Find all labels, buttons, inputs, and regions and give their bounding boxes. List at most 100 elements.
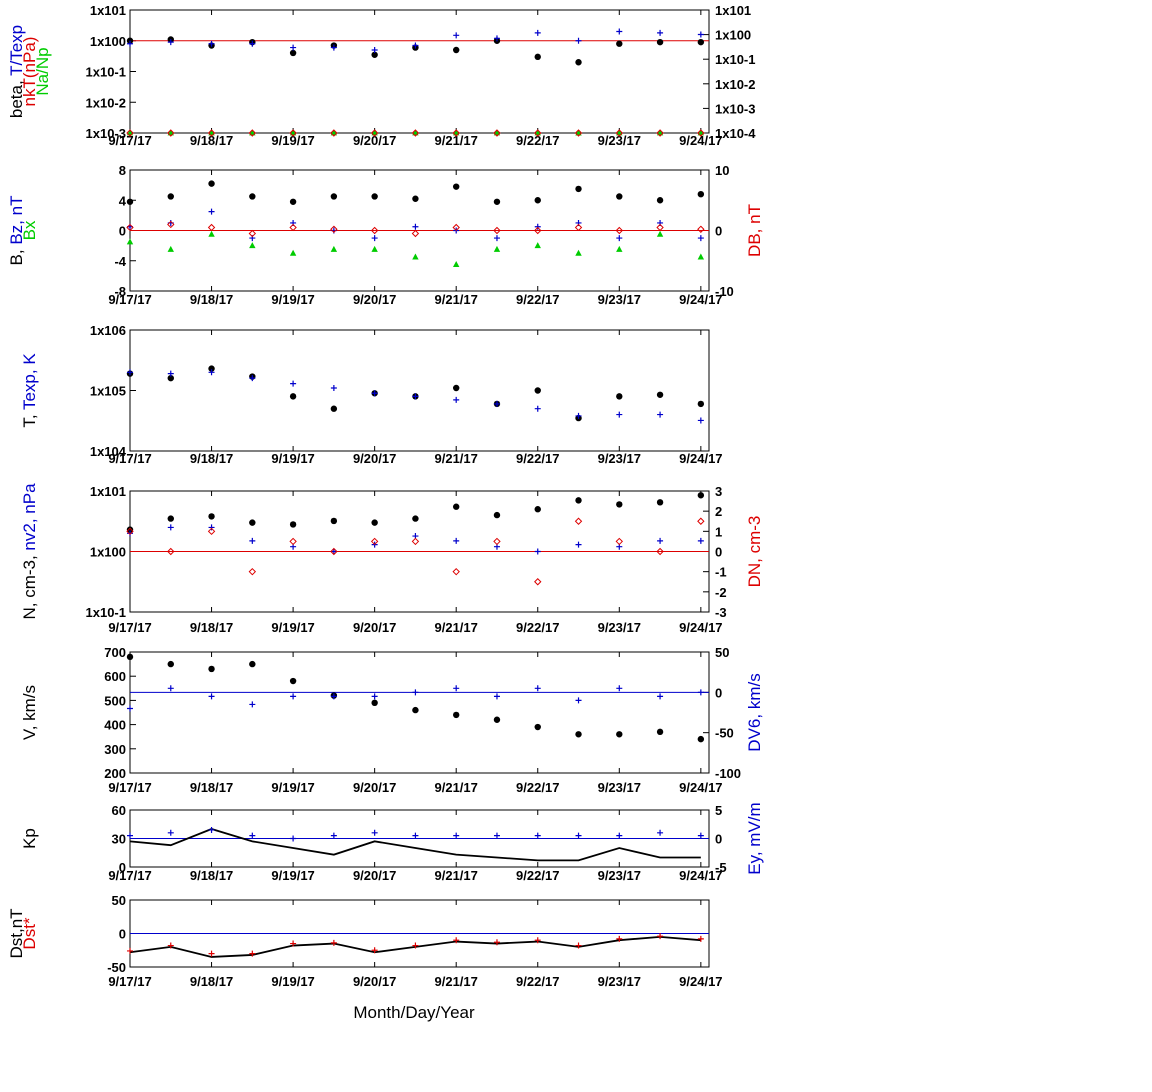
plot-frame — [129, 9, 710, 134]
data-point — [167, 942, 174, 949]
x-tick-label: 9/19/17 — [271, 868, 314, 883]
x-tick-label: 9/17/17 — [108, 868, 151, 883]
y-tick-label: 0 — [119, 224, 126, 239]
data-point — [453, 537, 460, 544]
data-point — [127, 947, 133, 954]
data-point — [127, 530, 133, 537]
x-tick-label: 9/17/17 — [108, 620, 151, 635]
data-point — [412, 706, 419, 714]
data-point — [208, 230, 215, 237]
data-point — [330, 193, 338, 200]
y-axis-label-part: nv2, nPa — [20, 483, 39, 551]
data-point — [534, 223, 541, 230]
data-point — [371, 947, 378, 954]
data-point — [615, 129, 624, 137]
data-point — [616, 731, 623, 738]
data-point — [616, 40, 623, 47]
data-point — [493, 537, 501, 546]
y-tick-label: 0 — [119, 927, 126, 942]
y2-tick-label: 10 — [715, 163, 729, 178]
data-point — [615, 537, 624, 546]
x-tick-label: 9/20/17 — [353, 133, 396, 148]
y-tick-label: 200 — [104, 766, 126, 781]
x-tick-label: 9/23/17 — [598, 868, 641, 883]
data-point — [371, 235, 378, 242]
x-tick-label: 9/19/17 — [271, 292, 314, 307]
y2-tick-label: 1 — [715, 524, 722, 539]
data-point — [453, 685, 460, 692]
y-axis-label: T, Texp, K — [20, 353, 39, 428]
data-point — [249, 242, 256, 249]
x-tick-label: 9/24/17 — [679, 292, 722, 307]
y-tick-label: 600 — [104, 669, 126, 684]
data-point — [249, 950, 256, 957]
data-point — [452, 183, 460, 190]
data-point — [493, 716, 501, 723]
data-point — [289, 49, 297, 57]
y2-tick-label: 1x101 — [715, 3, 751, 18]
data-point — [412, 195, 419, 202]
data-point — [167, 370, 174, 377]
data-point — [208, 524, 215, 531]
x-tick-label: 9/21/17 — [435, 451, 478, 466]
data-point — [412, 832, 419, 839]
y-tick-label: 1x106 — [90, 323, 126, 338]
data-point — [575, 59, 582, 66]
data-point — [656, 197, 664, 204]
data-point — [534, 53, 541, 61]
data-point — [208, 365, 215, 372]
x-tick-label: 9/22/17 — [516, 868, 559, 883]
data-point — [412, 393, 419, 400]
panel-2: 9/17/17 9/18/17 9/19/17 9/20/17 9/21/17 9/22/… — [7, 163, 764, 307]
data-point — [289, 537, 297, 546]
y2-tick-label: -1 — [715, 565, 727, 580]
y-axis-label-part: Texp, K — [20, 353, 39, 410]
data-point — [657, 933, 664, 940]
data-point — [575, 541, 582, 548]
data-point — [371, 51, 378, 58]
y2-tick-label: -3 — [715, 605, 727, 620]
data-point — [330, 405, 338, 412]
data-point — [167, 129, 175, 137]
y-axis-label: V, km/s — [20, 685, 39, 740]
data-point — [452, 503, 460, 510]
y-tick-label: 1x104 — [90, 444, 127, 459]
y-tick-label: 50 — [112, 893, 126, 908]
y-axis-label: Dst* — [20, 917, 39, 950]
data-point — [371, 693, 378, 700]
y2-tick-label: 50 — [715, 645, 729, 660]
data-point — [208, 40, 215, 47]
x-tick-label: 9/21/17 — [435, 780, 478, 795]
x-tick-label: 9/21/17 — [435, 133, 478, 148]
y2-tick-label: 1x10-4 — [715, 126, 756, 141]
y-axis-label: beta, T/Texp — [7, 25, 26, 118]
data-point — [208, 950, 215, 957]
data-point — [207, 223, 216, 232]
data-point — [167, 245, 174, 252]
x-tick-label: 9/23/17 — [598, 780, 641, 795]
y-axis-label-part: T, — [20, 410, 39, 428]
x-tick-label: 9/19/17 — [271, 133, 314, 148]
data-point — [697, 129, 705, 137]
x-tick-label: 9/23/17 — [598, 620, 641, 635]
data-point — [452, 567, 460, 576]
y2-tick-label: -2 — [715, 585, 727, 600]
data-point — [534, 506, 541, 513]
data-point — [575, 412, 582, 419]
y-tick-label: 1x101 — [90, 3, 126, 18]
x-tick-label: 9/20/17 — [353, 974, 396, 989]
y-axis-label-part: Na/Np — [33, 47, 52, 95]
plot-frame — [129, 651, 710, 774]
data-point — [370, 537, 379, 546]
data-point — [656, 391, 664, 398]
data-point — [249, 193, 256, 200]
data-point — [616, 832, 623, 839]
data-point — [697, 253, 705, 260]
x-tick-label: 9/24/17 — [679, 974, 722, 989]
data-point — [493, 245, 501, 252]
y-axis-label-part: V, km/s — [20, 685, 39, 740]
x-tick-label: 9/18/17 — [190, 780, 233, 795]
data-point — [616, 245, 623, 252]
x-tick-label: 9/24/17 — [679, 868, 722, 883]
